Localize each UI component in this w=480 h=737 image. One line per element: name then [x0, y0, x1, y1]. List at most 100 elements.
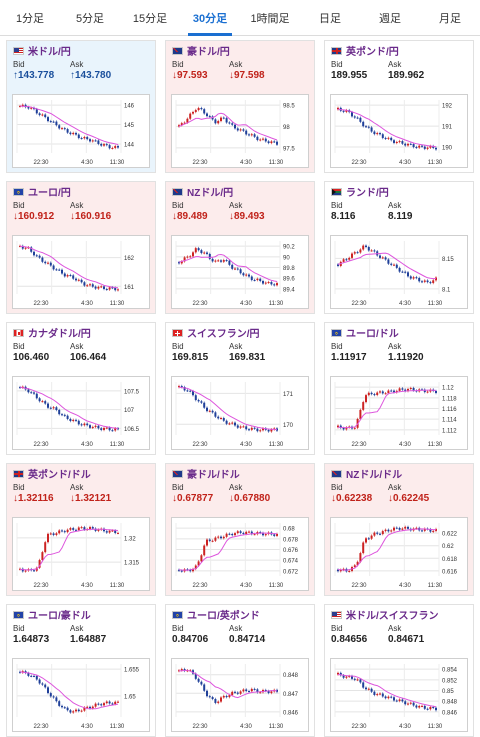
price-chart[interactable]: 0.68 0.678 0.676 0.674 0.672 22:30 4:30 11:30: [171, 517, 309, 591]
pair-name[interactable]: 豪ドル/ドル: [187, 470, 240, 481]
currency-card[interactable]: 豪ドル/ドル Bid Ask ↓0.67877 ↓0.67880 0.68 0.678 0.6…: [165, 463, 315, 596]
tab-4[interactable]: 1時間足: [250, 12, 290, 25]
tab-7[interactable]: 月足: [439, 12, 461, 25]
pair-name[interactable]: 米ドル/スイスフラン: [346, 611, 439, 622]
pair-name[interactable]: ユーロ/円: [28, 188, 71, 199]
pair-name[interactable]: 英ポンド/ドル: [28, 470, 91, 481]
candle-body: [66, 275, 69, 277]
flag-icon: [331, 328, 342, 337]
chart-svg: 1.12 1.118 1.116 1.114 1.112 22:30 4:30 11:30: [334, 382, 457, 448]
candle-body: [381, 391, 384, 394]
x-tick-label: 11:30: [269, 301, 284, 307]
tab-1[interactable]: 5分足: [75, 12, 105, 25]
candle-body: [351, 112, 353, 117]
currency-card[interactable]: ランド/円 Bid Ask 8.116 8.119 8.15 8.1 22:30 4:30 11:…: [324, 181, 474, 314]
tab-6[interactable]: 週足: [379, 12, 401, 25]
x-tick-label: 4:30: [81, 442, 93, 448]
currency-card[interactable]: NZドル/円 Bid Ask ↓89.489 ↓89.493 90.2 90 89.8 89.6…: [165, 181, 315, 314]
pair-name[interactable]: スイスフラン/円: [187, 329, 260, 340]
ask-label: Ask: [70, 483, 84, 492]
pair-name[interactable]: ユーロ/豪ドル: [28, 611, 91, 622]
candle-body: [401, 388, 404, 390]
price-chart[interactable]: 146 145 144 22:30 4:30 11:30: [12, 94, 150, 168]
candle-body: [200, 555, 203, 562]
candle-body: [222, 536, 225, 539]
price-chart[interactable]: 8.15 8.1 22:30 4:30 11:30: [330, 235, 468, 309]
price-chart[interactable]: 171 170 22:30 4:30 11:30: [171, 376, 309, 450]
pair-name[interactable]: 米ドル/円: [28, 47, 71, 58]
candle-body: [77, 279, 80, 281]
candle-body: [72, 419, 75, 422]
candle-body: [208, 116, 211, 118]
tab-5[interactable]: 日足: [319, 12, 341, 25]
price-chart[interactable]: 90.2 90 89.8 89.6 89.4 22:30 4:30 11:30: [171, 235, 309, 309]
candle-body: [259, 692, 262, 694]
currency-card[interactable]: ユーロ/豪ドル Bid Ask 1.64873 1.64887 1.655 1.65 22:3…: [6, 604, 156, 737]
candle-body: [19, 106, 21, 108]
card-header: NZドル/ドル: [331, 467, 467, 481]
price-chart[interactable]: 1.12 1.118 1.116 1.114 1.112 22:30 4:30 11:30: [330, 376, 468, 450]
candle-body: [38, 255, 41, 258]
tab-2[interactable]: 15分足: [132, 12, 168, 25]
currency-card[interactable]: ユーロ/ドル Bid Ask 1.11917 1.11920 1.12 1.118 1.116…: [324, 322, 474, 455]
x-tick-label: 22:30: [351, 301, 367, 307]
x-tick-label: 11:30: [110, 442, 125, 448]
price-chart[interactable]: 0.848 0.847 0.846 22:30 4:30 11:30: [171, 658, 309, 732]
currency-card[interactable]: 英ポンド/ドル Bid Ask ↓1.32116 ↓1.32121 1.32 1.315 22…: [6, 463, 156, 596]
currency-card[interactable]: ユーロ/円 Bid Ask ↓160.912 ↓160.916 162 161 22:30 4:…: [6, 181, 156, 314]
currency-card[interactable]: 豪ドル/円 Bid Ask ↓97.593 ↓97.598 98.5 98 97.5 22:30…: [165, 40, 315, 173]
candle-body: [259, 430, 262, 432]
tab-3[interactable]: 30分足: [180, 0, 240, 36]
candle-body: [418, 145, 421, 148]
candle-body: [24, 247, 27, 249]
x-tick-label: 11:30: [428, 583, 443, 589]
candle-body: [27, 389, 30, 393]
candle-body: [35, 675, 38, 680]
currency-card[interactable]: 米ドル/円 Bid Ask ↑143.778 ↑143.780 146 145 144 22:3…: [6, 40, 156, 173]
price-chart[interactable]: 162 161 22:30 4:30 11:30: [12, 235, 150, 309]
tab-0[interactable]: 1分足: [15, 12, 45, 25]
pair-name[interactable]: ユーロ/英ポンド: [187, 611, 260, 622]
pair-name[interactable]: NZドル/円: [187, 188, 234, 199]
price-chart[interactable]: 1.655 1.65 22:30 4:30 11:30: [12, 658, 150, 732]
candle-body: [426, 147, 429, 149]
candle-body: [97, 529, 100, 531]
price-chart[interactable]: 98.5 98 97.5 22:30 4:30 11:30: [171, 94, 309, 168]
moving-average-line: [178, 669, 278, 699]
y-tick-label: 162: [124, 256, 135, 262]
candle-body: [367, 538, 370, 540]
price-chart[interactable]: 1.32 1.315 22:30 4:30 11:30: [12, 517, 150, 591]
candle-body: [178, 569, 180, 571]
price-chart[interactable]: 0.854 0.852 0.85 0.848 0.846 22:30 4:30 11:30: [330, 658, 468, 732]
ask-value: 169.831: [229, 352, 266, 363]
candle-body: [418, 277, 421, 282]
card-header: カナダドル/円: [13, 326, 149, 340]
candle-body: [384, 137, 387, 139]
currency-card[interactable]: カナダドル/円 Bid Ask 106.460 106.464 107.5 107 106.5…: [6, 322, 156, 455]
currency-card[interactable]: NZドル/ドル Bid Ask ↓0.62238 ↓0.62245 0.622 0.62 0.…: [324, 463, 474, 596]
candle-body: [248, 531, 250, 533]
pair-name[interactable]: NZドル/ドル: [346, 470, 403, 481]
price-chart[interactable]: 192 191 190 22:30 4:30 11:30: [330, 94, 468, 168]
candle-body: [21, 104, 24, 107]
candle-body: [365, 395, 367, 403]
candle-body: [401, 141, 404, 144]
currency-card[interactable]: ユーロ/英ポンド Bid Ask 0.84706 0.84714 0.848 0.847 0.…: [165, 604, 315, 737]
currency-card[interactable]: 英ポンド/円 Bid Ask 189.955 189.962 192 191 190 22:30…: [324, 40, 474, 173]
candle-body: [86, 423, 89, 426]
pair-name[interactable]: 英ポンド/円: [346, 47, 399, 58]
currency-card[interactable]: 米ドル/スイスフラン Bid Ask 0.84656 0.84671 0.854 0.852…: [324, 604, 474, 737]
candle-body: [234, 691, 236, 693]
candle-body: [348, 257, 351, 260]
pair-name[interactable]: ランド/円: [346, 188, 389, 199]
pair-name[interactable]: 豪ドル/円: [187, 47, 230, 58]
pair-name[interactable]: カナダドル/円: [28, 329, 91, 340]
candle-body: [373, 250, 376, 252]
y-tick-label: 1.12: [442, 386, 454, 392]
price-chart[interactable]: 107.5 107 106.5 22:30 4:30 11:30: [12, 376, 150, 450]
candle-body: [236, 692, 239, 694]
price-chart[interactable]: 0.622 0.62 0.618 0.616 22:30 4:30 11:30: [330, 517, 468, 591]
currency-card[interactable]: スイスフラン/円 Bid Ask 169.815 169.831 171 170 22:30 4…: [165, 322, 315, 455]
candle-body: [231, 534, 234, 536]
pair-name[interactable]: ユーロ/ドル: [346, 329, 399, 340]
